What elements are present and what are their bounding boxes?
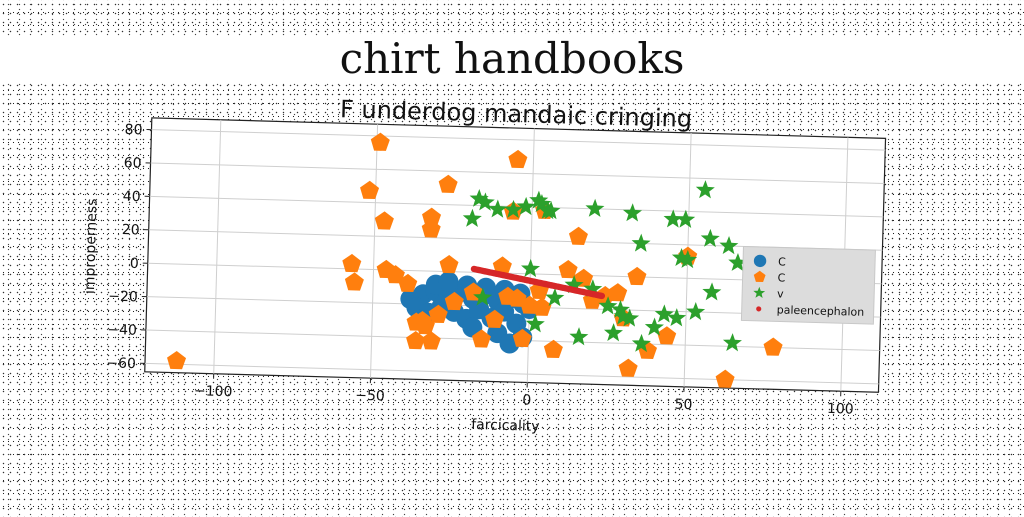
y-tick-label: 20 bbox=[122, 222, 140, 238]
y-axis-label: improperness bbox=[82, 198, 101, 294]
x-tick-label: 50 bbox=[674, 397, 692, 413]
x-tick-label: −50 bbox=[355, 388, 385, 405]
x-tick-label: −100 bbox=[194, 383, 233, 400]
y-tick-label: −40 bbox=[107, 322, 137, 339]
y-tick-label: 80 bbox=[124, 122, 142, 138]
legend: CCv paleencephalon bbox=[741, 246, 875, 324]
legend-label: C bbox=[777, 271, 785, 284]
x-tick-label: 100 bbox=[827, 401, 854, 418]
legend-label: paleencephalon bbox=[777, 303, 865, 318]
y-tick-label: 60 bbox=[123, 155, 141, 171]
y-tick-label: −60 bbox=[106, 355, 136, 372]
legend-label: C bbox=[778, 255, 786, 268]
y-tick-label: 0 bbox=[130, 256, 139, 272]
y-axis: −60 −40 −20 0 20 40 60 80 bbox=[106, 122, 152, 373]
x-axis-label: farcicality bbox=[471, 417, 540, 435]
y-tick-label: −20 bbox=[108, 289, 138, 306]
y-tick-label: 40 bbox=[123, 189, 141, 205]
x-tick-label: 0 bbox=[522, 392, 531, 408]
legend-label: v bbox=[777, 287, 784, 300]
